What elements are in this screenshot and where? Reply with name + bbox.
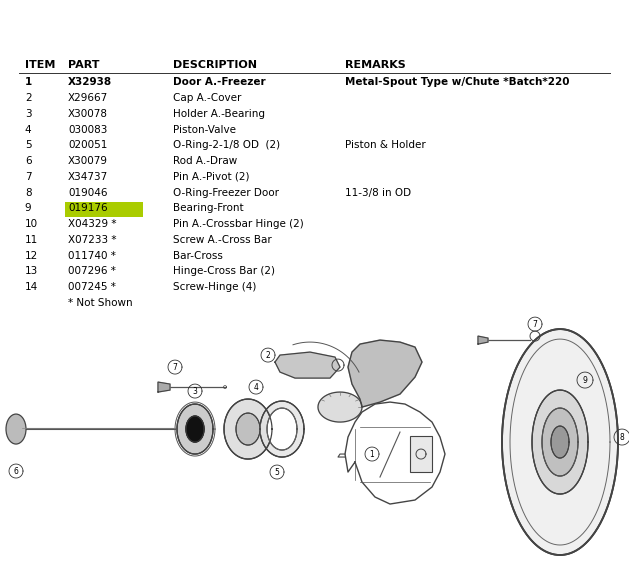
Text: 3: 3: [192, 387, 198, 396]
Polygon shape: [348, 340, 422, 407]
Text: 12: 12: [25, 251, 38, 261]
Text: 4: 4: [25, 125, 31, 135]
Polygon shape: [158, 382, 170, 392]
Text: DESCRIPTION: DESCRIPTION: [173, 60, 257, 70]
Polygon shape: [177, 404, 213, 454]
Text: 5: 5: [275, 468, 279, 477]
Text: ITEM: ITEM: [25, 60, 55, 70]
Text: 8: 8: [25, 188, 31, 198]
Text: Door A.-Freezer: Door A.-Freezer: [173, 78, 265, 87]
Text: 7: 7: [25, 172, 31, 182]
Text: 9: 9: [582, 375, 587, 384]
Polygon shape: [260, 401, 304, 457]
Polygon shape: [502, 329, 618, 555]
Text: 11: 11: [25, 235, 38, 245]
Text: X29667: X29667: [68, 93, 108, 103]
Text: 4: 4: [253, 383, 259, 392]
Text: Piston-Valve: Piston-Valve: [173, 125, 236, 135]
Text: X32938: X32938: [68, 78, 112, 87]
Polygon shape: [551, 426, 569, 458]
Text: Screw-Hinge (4): Screw-Hinge (4): [173, 282, 256, 292]
Text: 2: 2: [25, 93, 31, 103]
Polygon shape: [532, 390, 588, 494]
Ellipse shape: [6, 414, 26, 444]
Text: O-Ring-Freezer Door: O-Ring-Freezer Door: [173, 188, 279, 198]
Text: Rod A.-Draw: Rod A.-Draw: [173, 156, 237, 166]
Text: Bearing-Front: Bearing-Front: [173, 203, 243, 214]
Polygon shape: [318, 392, 362, 422]
Polygon shape: [478, 336, 488, 344]
Text: 2: 2: [265, 351, 270, 360]
Text: Piston & Holder: Piston & Holder: [345, 140, 426, 151]
Polygon shape: [542, 408, 578, 476]
Text: DOOR - X32938: DOOR - X32938: [14, 26, 146, 40]
Text: Cap A.-Cover: Cap A.-Cover: [173, 93, 241, 103]
Text: X30079: X30079: [68, 156, 108, 166]
Text: PART: PART: [68, 60, 99, 70]
Text: 3: 3: [25, 109, 31, 119]
Text: REMARKS: REMARKS: [345, 60, 406, 70]
Text: 7: 7: [533, 320, 537, 329]
Text: 10: 10: [25, 219, 38, 229]
Text: 6: 6: [14, 466, 18, 475]
Polygon shape: [186, 416, 204, 442]
Text: 6: 6: [25, 156, 31, 166]
Text: 019046: 019046: [68, 188, 108, 198]
Polygon shape: [236, 413, 260, 445]
Text: 9: 9: [25, 203, 31, 214]
Text: 13: 13: [25, 266, 38, 277]
Text: X04329 *: X04329 *: [68, 219, 116, 229]
Text: X30078: X30078: [68, 109, 108, 119]
Text: Screw A.-Cross Bar: Screw A.-Cross Bar: [173, 235, 272, 245]
Text: 1: 1: [25, 78, 32, 87]
Text: Hinge-Cross Bar (2): Hinge-Cross Bar (2): [173, 266, 275, 277]
Text: 020051: 020051: [68, 140, 108, 151]
Text: 11-3/8 in OD: 11-3/8 in OD: [345, 188, 411, 198]
Text: O-Ring-2-1/8 OD  (2): O-Ring-2-1/8 OD (2): [173, 140, 280, 151]
Text: Pin A.-Pivot (2): Pin A.-Pivot (2): [173, 172, 249, 182]
Text: * Not Shown: * Not Shown: [68, 298, 133, 308]
Text: X34737: X34737: [68, 172, 108, 182]
Text: 019176: 019176: [68, 203, 108, 214]
Polygon shape: [224, 399, 272, 459]
Text: 14: 14: [25, 282, 38, 292]
Text: 030083: 030083: [68, 125, 108, 135]
Text: Bar-Cross: Bar-Cross: [173, 251, 223, 261]
Text: X07233 *: X07233 *: [68, 235, 116, 245]
Bar: [410, 436, 432, 472]
Text: Pin A.-Crossbar Hinge (2): Pin A.-Crossbar Hinge (2): [173, 219, 303, 229]
Text: Holder A.-Bearing: Holder A.-Bearing: [173, 109, 265, 119]
Text: 011740 *: 011740 *: [68, 251, 116, 261]
Text: 007296 *: 007296 *: [68, 266, 116, 277]
Text: Metal-Spout Type w/Chute *Batch*220: Metal-Spout Type w/Chute *Batch*220: [345, 78, 570, 87]
Polygon shape: [267, 408, 297, 450]
FancyBboxPatch shape: [65, 202, 143, 217]
Polygon shape: [275, 352, 340, 378]
Text: 8: 8: [620, 433, 625, 442]
Text: 5: 5: [25, 140, 31, 151]
Text: 7: 7: [172, 362, 177, 371]
Text: 1: 1: [370, 450, 374, 459]
Text: 007245 *: 007245 *: [68, 282, 116, 292]
